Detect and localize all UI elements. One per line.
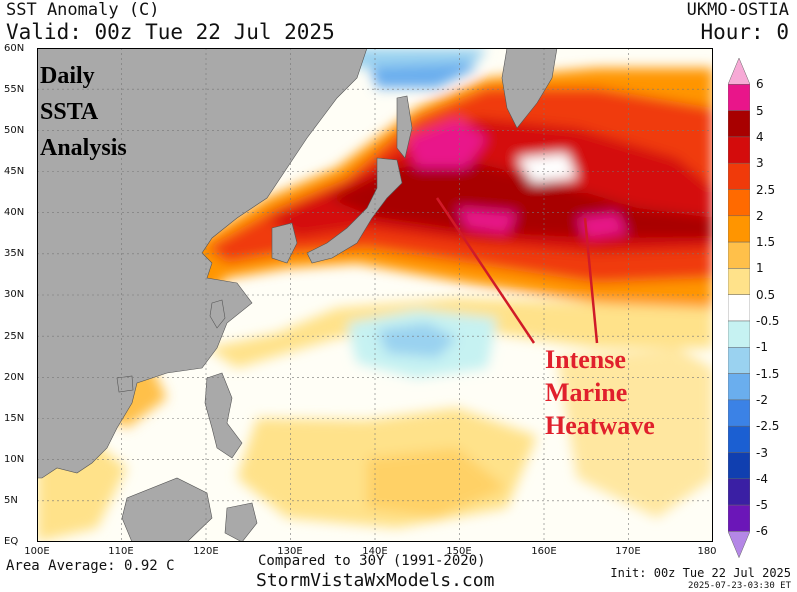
annotation-arrows bbox=[435, 197, 599, 344]
lat-label: 10N bbox=[4, 454, 25, 465]
graticule bbox=[37, 48, 713, 542]
colorbar-segment bbox=[728, 58, 750, 85]
annotation-line: Intense bbox=[545, 345, 626, 374]
colorbar-label: 4 bbox=[756, 129, 764, 144]
lon-label: 130E bbox=[277, 546, 303, 557]
colorbar-segment bbox=[728, 84, 750, 111]
render-timestamp: 2025-07-23-03:30 ET bbox=[688, 581, 791, 591]
annotation-line: Heatwave bbox=[545, 411, 655, 440]
colorbar-label: 2 bbox=[756, 208, 764, 223]
colorbar-segment bbox=[728, 268, 750, 295]
site-name: StormVistaWxModels.com bbox=[256, 570, 495, 591]
ssta-map bbox=[37, 48, 713, 542]
colorbar-label: -2.5 bbox=[756, 419, 780, 434]
colorbar-label: 2.5 bbox=[756, 182, 776, 197]
lat-label: 40N bbox=[4, 207, 25, 218]
colorbar-label: -6 bbox=[756, 524, 768, 539]
colorbar-label: -1 bbox=[756, 340, 768, 355]
lat-label: 60N bbox=[4, 43, 25, 54]
valid-time: Valid: 00z Tue 22 Jul 2025 bbox=[6, 20, 335, 44]
lat-label: 35N bbox=[4, 248, 25, 259]
colorbar-segment bbox=[728, 531, 750, 558]
lat-label: 20N bbox=[4, 372, 25, 383]
colorbar-label: 1 bbox=[756, 261, 764, 276]
colorbar-segment bbox=[728, 110, 750, 138]
overlay-title-line: SSTA bbox=[40, 99, 99, 125]
land bbox=[37, 48, 558, 542]
init-time: Init: 00z Tue 22 Jul 2025 bbox=[610, 566, 791, 580]
lat-label: 5N bbox=[4, 495, 18, 506]
lat-label: EQ bbox=[4, 536, 19, 547]
area-average: Area Average: 0.92 C bbox=[6, 558, 175, 574]
colorbar-segment bbox=[728, 478, 750, 506]
colorbar-segment bbox=[728, 504, 750, 532]
colorbar-label: 0.5 bbox=[756, 287, 776, 302]
colorbar-label: -5 bbox=[756, 498, 768, 513]
colorbar bbox=[728, 58, 750, 558]
colorbar-segment bbox=[728, 162, 750, 190]
colorbar-segment bbox=[728, 294, 750, 322]
colorbar-segment bbox=[728, 425, 750, 453]
colorbar-segment bbox=[728, 320, 750, 348]
lon-label: 170E bbox=[615, 546, 641, 557]
lat-label: 45N bbox=[4, 166, 25, 177]
lon-label: 120E bbox=[193, 546, 219, 557]
colorbar-label: -1.5 bbox=[756, 366, 780, 381]
lon-label: 100E bbox=[24, 546, 50, 557]
data-source: UKMO-OSTIA bbox=[686, 0, 789, 20]
colorbar-segment bbox=[728, 189, 750, 217]
overlay-title: Daily SSTA Analysis bbox=[40, 58, 127, 166]
colorbar-segment bbox=[728, 373, 750, 401]
overlay-title-line: Daily bbox=[40, 63, 95, 89]
colorbar-segment bbox=[728, 347, 750, 374]
colorbar-segment bbox=[728, 399, 750, 427]
map-title: SST Anomaly (C) bbox=[6, 0, 160, 20]
colorbar-segment bbox=[728, 452, 750, 480]
lon-label: 110E bbox=[108, 546, 134, 557]
colorbar-label: 1.5 bbox=[756, 235, 776, 250]
lat-label: 50N bbox=[4, 125, 25, 136]
climatology-note: Compared to 30Y (1991-2020) bbox=[258, 553, 486, 569]
colorbar-label: 5 bbox=[756, 103, 764, 118]
heatwave-annotation: Intense Marine Heatwave bbox=[545, 343, 655, 442]
lat-label: 55N bbox=[4, 84, 25, 95]
lat-label: 15N bbox=[4, 413, 25, 424]
lon-label: 150E bbox=[446, 546, 472, 557]
lon-label: 180 bbox=[697, 546, 717, 557]
lat-label: 25N bbox=[4, 331, 25, 342]
lon-label: 140E bbox=[362, 546, 388, 557]
colorbar-segment bbox=[728, 215, 750, 243]
overlay-title-line: Analysis bbox=[40, 135, 127, 161]
lat-label: 30N bbox=[4, 289, 25, 300]
colorbar-segment bbox=[728, 241, 750, 269]
lon-label: 160E bbox=[531, 546, 557, 557]
colorbar-label: 6 bbox=[756, 77, 764, 92]
colorbar-label: -2 bbox=[756, 392, 768, 407]
colorbar-label: -3 bbox=[756, 445, 768, 460]
annotation-line: Marine bbox=[545, 378, 628, 407]
colorbar-label: -4 bbox=[756, 471, 768, 486]
colorbar-label: 3 bbox=[756, 156, 764, 171]
colorbar-label: -0.5 bbox=[756, 314, 780, 328]
colorbar-segment bbox=[728, 136, 750, 164]
forecast-hour: Hour: 0 bbox=[700, 20, 789, 44]
